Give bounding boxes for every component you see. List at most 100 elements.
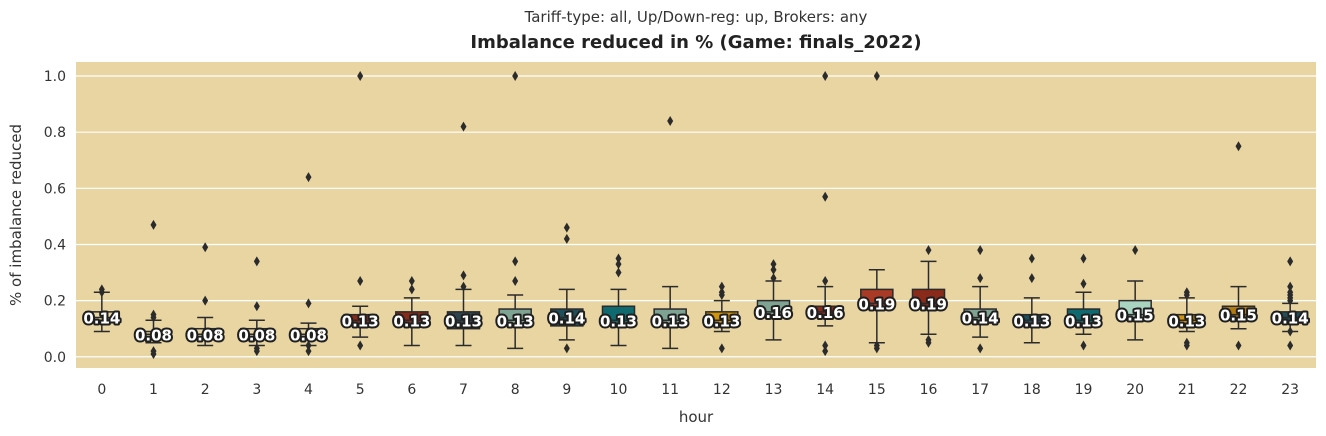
outlier-point [98, 287, 105, 298]
outlier-point [977, 245, 984, 256]
x-tick-label: 7 [459, 382, 468, 398]
box-iqr [291, 327, 326, 338]
median-value-label: 0.16 [807, 304, 844, 322]
x-tick-label: 16 [920, 382, 938, 398]
outlier-point [150, 219, 157, 230]
outlier-point [408, 275, 415, 286]
outlier-point [1183, 290, 1190, 301]
x-tick-label: 20 [1126, 382, 1144, 398]
median-value-label: 0.13 [1168, 312, 1205, 330]
x-tick-label: 9 [562, 382, 571, 398]
x-tick-label: 23 [1281, 382, 1299, 398]
outlier-point [873, 71, 880, 82]
box-iqr [653, 308, 687, 327]
outlier-point [202, 242, 209, 253]
median-value-label: 0.13 [703, 312, 740, 330]
x-tick-label: 5 [356, 382, 365, 398]
x-axis-title: hour [679, 408, 714, 426]
outlier-point [253, 256, 260, 267]
outlier-point [512, 275, 519, 286]
y-tick-label: 1.0 [44, 69, 66, 85]
x-tick-label: 15 [868, 382, 886, 398]
median-value-label: 0.15 [1220, 307, 1257, 325]
box-iqr [1221, 305, 1256, 322]
outlier-point [460, 270, 467, 281]
outlier-point [1287, 281, 1294, 292]
x-tick-label: 1 [149, 382, 158, 398]
outlier-point [563, 343, 570, 354]
median-value-label: 0.13 [497, 312, 534, 330]
outlier-point [512, 71, 519, 82]
outlier-point [460, 281, 467, 292]
outlier-point [822, 340, 829, 351]
median-value-label: 0.08 [290, 326, 327, 344]
outlier-point [1287, 295, 1294, 306]
outlier-point [202, 295, 209, 306]
outlier-point [305, 298, 312, 309]
y-tick-label: 0.2 [44, 294, 66, 310]
outlier-point [1287, 326, 1294, 337]
outlier-point [1080, 278, 1087, 289]
median-value-label: 0.14 [548, 309, 585, 327]
x-tick-label: 6 [407, 382, 416, 398]
outlier-point [1028, 273, 1035, 284]
outlier-point [718, 343, 725, 354]
plot-area: 0.00.20.40.60.81.00 1 2 3 4 5 6 7 8 9 10 11 12 13 14 15… [44, 62, 1316, 398]
outlier-point [822, 71, 829, 82]
outlier-point [770, 273, 777, 284]
median-value-label: 0.16 [755, 304, 792, 322]
x-tick-label: 14 [816, 382, 834, 398]
median-value-label: 0.14 [962, 309, 999, 327]
outlier-point [512, 256, 519, 267]
outlier-point [770, 259, 777, 270]
outlier-point [1235, 340, 1242, 351]
outlier-point [667, 115, 674, 126]
outlier-point [822, 275, 829, 286]
x-tick-label: 17 [971, 382, 989, 398]
median-value-label: 0.13 [393, 312, 430, 330]
outlier-point [925, 245, 932, 256]
outlier-point [305, 172, 312, 183]
chart-title: Imbalance reduced in % (Game: finals_202… [470, 32, 921, 53]
x-tick-label: 8 [511, 382, 520, 398]
outlier-point [253, 346, 260, 357]
y-tick-label: 0.4 [44, 237, 66, 253]
outlier-point [150, 312, 157, 323]
x-tick-label: 21 [1178, 382, 1196, 398]
x-tick-label: 18 [1023, 382, 1041, 398]
x-tick-label: 13 [765, 382, 783, 398]
median-value-label: 0.13 [1013, 312, 1050, 330]
median-value-label: 0.19 [858, 295, 895, 313]
plot-background [76, 62, 1316, 368]
chart-subtitle: Tariff-type: all, Up/Down-reg: up, Broke… [524, 8, 868, 26]
outlier-point [822, 346, 829, 357]
box-iqr [395, 311, 429, 327]
outlier-point [305, 346, 312, 357]
x-tick-label: 0 [97, 382, 106, 398]
median-value-label: 0.13 [445, 312, 482, 330]
outlier-point [718, 290, 725, 301]
outlier-point [770, 264, 777, 275]
box-iqr [963, 308, 997, 324]
outlier-point [1235, 141, 1242, 152]
outlier-point [925, 337, 932, 348]
median-value-label: 0.15 [1117, 307, 1154, 325]
outlier-point [1028, 253, 1035, 264]
outlier-point [563, 222, 570, 233]
y-axis-title: % of imbalance reduced [7, 124, 25, 306]
box-iqr [240, 327, 274, 338]
outlier-point [1132, 245, 1139, 256]
box-iqr [188, 327, 222, 338]
x-tick-label: 19 [1075, 382, 1093, 398]
x-tick-label: 4 [304, 382, 313, 398]
outlier-point [357, 71, 364, 82]
outlier-point [1183, 340, 1190, 351]
median-value-label: 0.13 [652, 312, 689, 330]
outlier-point [1287, 340, 1294, 351]
outlier-point [150, 348, 157, 359]
x-tick-label: 10 [610, 382, 628, 398]
median-value-label: 0.13 [600, 312, 637, 330]
x-tick-label: 22 [1230, 382, 1248, 398]
median-value-label: 0.14 [83, 309, 120, 327]
